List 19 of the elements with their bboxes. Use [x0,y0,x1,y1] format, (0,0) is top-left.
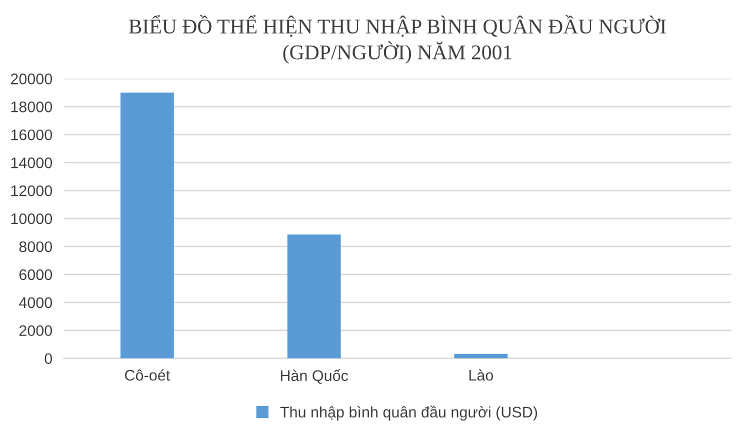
y-tick-label: 2000 [19,325,52,336]
y-tick-label: 8000 [19,241,52,252]
x-tick-label: Cô-oét [125,369,170,381]
y-tick-label: 10000 [11,213,52,224]
y-tick-label: 18000 [11,101,52,112]
y-tick-label: 0 [44,353,52,364]
y-tick-label: 14000 [11,157,52,168]
bar [287,234,341,358]
x-tick-label: Hàn Quốc [280,369,348,384]
legend-label: Thu nhập bình quân đầu người (USD) [280,406,538,421]
x-tick-label: Lào [469,369,494,381]
y-tick-label: 4000 [19,297,52,308]
y-tick-label: 20000 [10,74,52,84]
y-tick-label: 16000 [11,129,52,140]
y-tick-label: 12000 [11,185,52,196]
y-tick-label: 6000 [19,269,52,280]
bar [454,354,508,358]
chart-title: BIỂU ĐỒ THỂ HIỆN THU NHẬP BÌNH QUÂN ĐẦU NGƯỜI (GDP/NGƯỜI) NĂM 2001 [128,14,666,64]
bar [120,92,174,358]
